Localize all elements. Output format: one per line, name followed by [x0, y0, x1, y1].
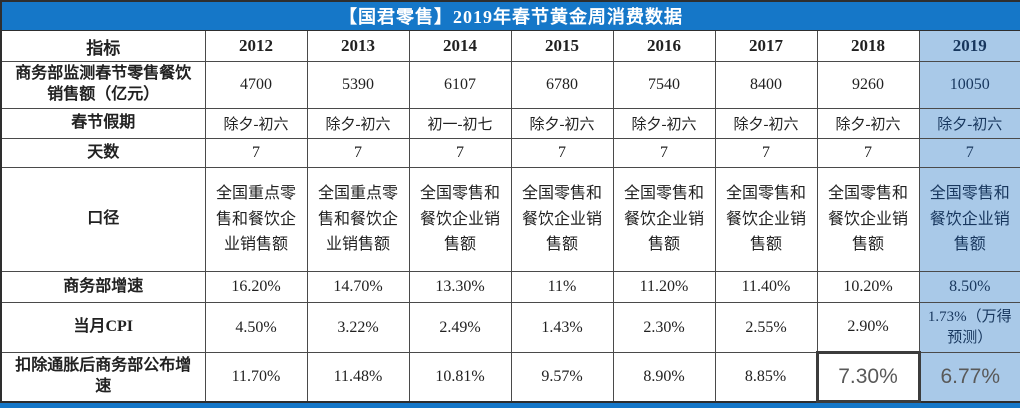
table-cell: 10.81% — [408, 352, 512, 402]
table-cell: 全国重点零售和餐饮企业销售额 — [306, 167, 410, 272]
column-header-row: 指标 2012 2013 2014 2015 2016 2017 2018 2019 — [0, 30, 1020, 62]
table-cell: 8.85% — [714, 352, 818, 402]
table-cell: 6107 — [408, 61, 512, 109]
table-cell: 7540 — [612, 61, 716, 109]
selected-cell: 7.30% — [815, 351, 921, 403]
table-cell: 9260 — [816, 61, 920, 109]
column-header-year: 2015 — [510, 30, 614, 62]
table-cell: 全国零售和餐饮企业销售额 — [408, 167, 512, 272]
row-label: 口径 — [0, 167, 206, 272]
table-cell: 除夕-初六 — [510, 108, 614, 139]
table-cell: 9.57% — [510, 352, 614, 402]
table-cell: 除夕-初六 — [816, 108, 920, 139]
table-row: 当月CPI 4.50% 3.22% 2.49% 1.43% 2.30% 2.55% 2.90%… — [0, 302, 1020, 353]
table-cell: 4.50% — [204, 302, 308, 353]
table-cell: 全国零售和餐饮企业销售额 — [510, 167, 614, 272]
column-header-year: 2019 — [918, 30, 1020, 62]
table-cell: 1.73%（万得预测） — [918, 302, 1020, 353]
table-row: 扣除通胀后商务部公布增速 11.70% 11.48% 10.81% 9.57% 8.90%… — [0, 351, 1020, 403]
row-label: 春节假期 — [0, 108, 206, 139]
table-cell: 11% — [510, 271, 614, 303]
row-label: 商务部监测春节零售餐饮销售额（亿元） — [0, 61, 206, 109]
table-cell: 7 — [816, 138, 920, 168]
table-cell: 8400 — [714, 61, 818, 109]
table-row: 商务部增速 16.20% 14.70% 13.30% 11% 11.20% 11.40% 10… — [0, 271, 1020, 303]
table-cell: 11.70% — [204, 352, 308, 402]
table-cell: 7 — [714, 138, 818, 168]
table-cell: 4700 — [204, 61, 308, 109]
table-cell: 全国零售和餐饮企业销售额 — [816, 167, 920, 272]
row-label: 扣除通胀后商务部公布增速 — [0, 352, 206, 402]
column-header-year: 2013 — [306, 30, 410, 62]
column-header-year: 2017 — [714, 30, 818, 62]
table-cell: 7 — [612, 138, 716, 168]
row-label: 当月CPI — [0, 302, 206, 353]
table-cell: 7 — [918, 138, 1020, 168]
table-cell: 10.20% — [816, 271, 920, 303]
table-cell: 13.30% — [408, 271, 512, 303]
column-header-year: 2014 — [408, 30, 512, 62]
column-header-year: 2016 — [612, 30, 716, 62]
table-row: 春节假期 除夕-初六 除夕-初六 初一-初七 除夕-初六 除夕-初六 除夕-初六 除夕-初六除… — [0, 108, 1020, 139]
table-cell: 10050 — [918, 61, 1020, 109]
column-header-year: 2018 — [816, 30, 920, 62]
table-cell: 除夕-初六 — [204, 108, 308, 139]
table-cell: 7 — [510, 138, 614, 168]
table-cell: 全国零售和餐饮企业销售额 — [612, 167, 716, 272]
table-cell: 11.48% — [306, 352, 410, 402]
table-cell: 除夕-初六 — [306, 108, 410, 139]
row-label: 商务部增速 — [0, 271, 206, 303]
table-cell: 2.90% — [816, 302, 920, 353]
table-cell: 16.20% — [204, 271, 308, 303]
table-row: 商务部监测春节零售餐饮销售额（亿元） 4700 5390 6107 6780 7540 84… — [0, 61, 1020, 109]
column-header-indicator: 指标 — [0, 30, 206, 62]
table-cell: 全国重点零售和餐饮企业销售额 — [204, 167, 308, 272]
table-cell: 1.43% — [510, 302, 614, 353]
table-cell: 3.22% — [306, 302, 410, 353]
table-cell: 2.55% — [714, 302, 818, 353]
table-row: 天数 7 7 7 7 7 7 7 7 — [0, 138, 1020, 168]
table-cell: 初一-初七 — [408, 108, 512, 139]
table-cell: 5390 — [306, 61, 410, 109]
table-cell: 全国零售和餐饮企业销售额 — [714, 167, 818, 272]
table-cell: 全国零售和餐饮企业销售额 — [918, 167, 1020, 272]
column-header-year: 2012 — [204, 30, 308, 62]
table-cell: 7 — [204, 138, 308, 168]
table-cell: 6.77% — [918, 352, 1020, 402]
bottom-accent-bar — [0, 403, 1020, 408]
table-cell: 6780 — [510, 61, 614, 109]
table-title-row: 【国君零售】2019年春节黄金周消费数据 — [0, 0, 1020, 31]
table-cell: 7 — [408, 138, 512, 168]
table-cell: 14.70% — [306, 271, 410, 303]
table-cell: 7 — [306, 138, 410, 168]
table-cell: 2.30% — [612, 302, 716, 353]
table-cell: 2.49% — [408, 302, 512, 353]
table-cell: 11.20% — [612, 271, 716, 303]
table-cell: 除夕-初六 — [612, 108, 716, 139]
table-title: 【国君零售】2019年春节黄金周消费数据 — [0, 0, 1020, 31]
table-cell: 8.50% — [918, 271, 1020, 303]
row-label: 天数 — [0, 138, 206, 168]
table-cell: 除夕-初六 — [918, 108, 1020, 139]
table-cell: 除夕-初六 — [714, 108, 818, 139]
table-cell: 11.40% — [714, 271, 818, 303]
table-cell: 8.90% — [612, 352, 716, 402]
table-row: 口径 全国重点零售和餐饮企业销售额 全国重点零售和餐饮企业销售额 全国零售和餐饮企业销… — [0, 167, 1020, 272]
